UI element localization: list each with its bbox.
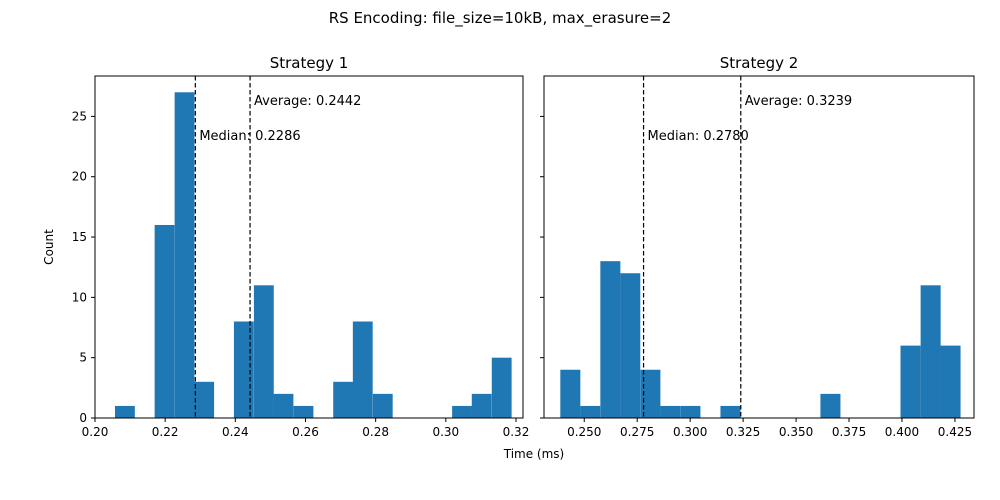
histogram-bar <box>174 92 195 418</box>
x-tick-label: 0.24 <box>222 425 249 439</box>
y-tick-label: 10 <box>72 290 87 304</box>
histogram-bar <box>293 405 314 418</box>
histogram-bar <box>372 393 393 418</box>
x-tick-label: 0.250 <box>567 425 601 439</box>
y-tick-label: 25 <box>72 109 87 123</box>
x-tick-label: 0.350 <box>779 425 813 439</box>
histogram-bar <box>820 393 841 418</box>
x-tick-label: 0.30 <box>432 425 459 439</box>
histogram-bar <box>940 345 961 418</box>
x-tick-label: 0.300 <box>673 425 707 439</box>
x-tick-label: 0.32 <box>503 425 530 439</box>
y-tick-label: 5 <box>79 351 87 365</box>
histogram-bar <box>333 381 354 418</box>
x-tick-label: 0.20 <box>82 425 109 439</box>
histogram-bar <box>560 369 581 418</box>
x-tick-label: 0.375 <box>832 425 866 439</box>
y-tick-label: 20 <box>72 170 87 184</box>
x-tick-label: 0.275 <box>620 425 654 439</box>
histogram-bar <box>680 405 701 418</box>
histogram-bar <box>115 405 135 418</box>
histogram-bar <box>352 321 373 418</box>
histogram-bar <box>233 321 254 418</box>
y-tick-label: 0 <box>79 411 87 425</box>
figure-title: RS Encoding: file_size=10kB, max_erasure… <box>329 9 672 28</box>
histogram-bar <box>640 369 661 418</box>
x-tick-label: 0.22 <box>152 425 179 439</box>
histogram-bar <box>660 405 681 418</box>
histogram-bar <box>194 381 215 418</box>
x-axis-label: Time (ms) <box>503 447 565 461</box>
strategy-2-panel: Median: 0.2780 Average: 0.3239 Strategy 2 0… <box>540 54 975 439</box>
histogram-bar <box>471 393 492 418</box>
histogram-bar <box>253 285 274 418</box>
x-tick-label: 0.400 <box>885 425 919 439</box>
average-label: Average: 0.3239 <box>745 94 852 109</box>
histogram-bar <box>620 273 641 418</box>
x-tick-label: 0.26 <box>292 425 319 439</box>
plot-frame <box>543 75 975 419</box>
y-tick-label: 15 <box>72 230 87 244</box>
histogram-bar <box>491 357 512 418</box>
median-label: Median: 0.2780 <box>648 129 749 144</box>
x-tick-label: 0.425 <box>938 425 972 439</box>
histogram-bar <box>273 393 294 418</box>
y-axis-label: Count <box>42 229 56 265</box>
histogram-bar <box>154 224 175 418</box>
plot-frame <box>94 75 524 419</box>
average-label: Average: 0.2442 <box>254 94 361 109</box>
x-tick-label: 0.28 <box>362 425 389 439</box>
histogram-bar <box>920 285 941 418</box>
histogram-bar <box>580 405 601 418</box>
histogram-bar <box>720 405 741 418</box>
x-tick-label: 0.325 <box>726 425 760 439</box>
histogram-bar <box>600 261 621 418</box>
panel-title: Strategy 1 <box>270 54 349 72</box>
histogram-bar <box>900 345 921 418</box>
histogram-bar <box>452 405 472 418</box>
panel-title: Strategy 2 <box>720 54 799 72</box>
